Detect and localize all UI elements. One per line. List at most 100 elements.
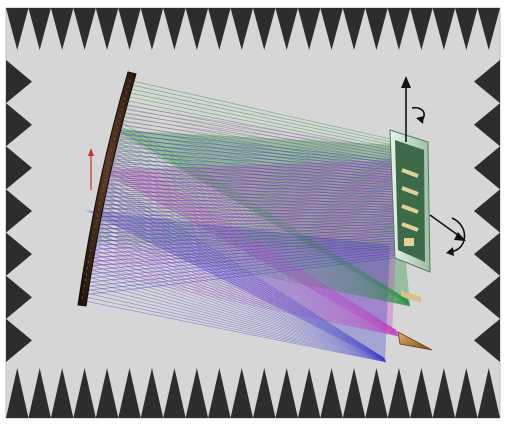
ray-line <box>101 197 397 333</box>
absorber-cone <box>474 232 500 276</box>
ray-bundles <box>79 79 411 363</box>
ray-line <box>102 187 385 359</box>
ray-line <box>93 237 398 335</box>
ray-line <box>104 179 410 304</box>
ray-line <box>96 235 397 248</box>
absorber-cone <box>275 368 298 418</box>
ray-line <box>114 135 409 302</box>
ray-line <box>106 169 397 332</box>
ray-line <box>94 227 410 306</box>
absorber-cone <box>455 8 478 50</box>
ray-line <box>83 283 386 362</box>
ray-line <box>87 259 386 362</box>
absorber-cone <box>474 103 500 147</box>
absorber-cone <box>387 8 411 50</box>
ray-line <box>103 191 394 198</box>
absorbers-top <box>6 8 500 50</box>
ray-line <box>98 209 398 334</box>
ray-line <box>121 108 395 153</box>
ray-line <box>111 150 394 173</box>
ray-line <box>122 107 396 160</box>
ray-line <box>95 223 410 306</box>
absorber-cone <box>185 368 209 418</box>
absorber-cone <box>474 60 500 104</box>
absorber-cone <box>432 368 456 418</box>
ray-line <box>101 211 396 232</box>
ray-line <box>100 201 398 333</box>
ray-line <box>126 87 396 146</box>
ray-line <box>124 95 396 152</box>
absorber-cone <box>208 8 231 50</box>
ray-line <box>127 79 396 141</box>
absorber-cone <box>253 368 276 418</box>
ray-line <box>101 195 410 305</box>
absorber-cone <box>477 368 500 418</box>
absorber-cone <box>140 8 164 50</box>
ray-line <box>103 203 396 226</box>
ray-line <box>109 153 397 331</box>
ray-line <box>93 231 410 306</box>
absorber-cone <box>230 8 253 50</box>
ray-line <box>110 154 394 176</box>
ray-line <box>123 99 396 155</box>
absorber-cone <box>230 368 253 418</box>
ray-line <box>91 230 394 250</box>
absorber-cone <box>28 8 51 50</box>
ray-line <box>95 225 398 335</box>
ray-line <box>94 227 385 360</box>
ray-line <box>92 235 410 307</box>
ray-line <box>99 219 396 237</box>
absorbers-right <box>474 60 500 362</box>
ray-line <box>82 287 386 362</box>
ray-line <box>102 191 410 304</box>
ray-line <box>97 213 394 222</box>
absorber-cone <box>275 8 298 50</box>
absorbers-bottom <box>6 368 500 418</box>
ray-line <box>107 176 395 198</box>
absorber-cone <box>342 8 366 50</box>
ray-line <box>115 133 394 163</box>
absorber-cone <box>6 189 32 233</box>
ray-line <box>98 207 410 305</box>
ray-line <box>102 189 397 333</box>
ray-line <box>112 146 394 171</box>
absorber-cone <box>28 368 51 418</box>
absorber-cone <box>95 368 119 418</box>
ray-line <box>87 269 399 337</box>
ray-line <box>87 240 394 267</box>
ray-line <box>107 161 397 331</box>
absorber-cone <box>253 8 276 50</box>
ray-line <box>121 111 396 163</box>
ray-line <box>90 253 398 336</box>
absorber-cone <box>387 368 411 418</box>
ray-line <box>103 199 396 223</box>
ray-line <box>92 235 386 361</box>
feed-horn <box>397 331 433 351</box>
ray-line <box>111 147 409 302</box>
ray-line <box>101 191 385 359</box>
ray-line <box>84 275 386 362</box>
ray-line <box>96 215 385 360</box>
reflector-dish <box>77 71 137 307</box>
ray-line <box>103 183 410 304</box>
ray-line <box>105 175 410 304</box>
ray-line <box>106 175 394 188</box>
absorber-cone <box>410 8 433 50</box>
ray-line <box>100 199 410 305</box>
ray-line <box>96 219 410 306</box>
ray-line <box>108 166 394 183</box>
ray-line <box>104 187 394 195</box>
ray-line <box>109 149 397 331</box>
absorber-cone <box>163 8 186 50</box>
ray-line <box>106 171 410 303</box>
absorber-cone <box>6 275 32 319</box>
ray-line <box>109 162 394 180</box>
ray-line <box>83 279 386 362</box>
ray-line <box>121 104 395 151</box>
ray-line <box>102 200 395 214</box>
ray-line <box>104 195 396 221</box>
ray-line <box>98 211 410 305</box>
ray-line <box>95 223 385 360</box>
ray-line <box>99 206 394 209</box>
